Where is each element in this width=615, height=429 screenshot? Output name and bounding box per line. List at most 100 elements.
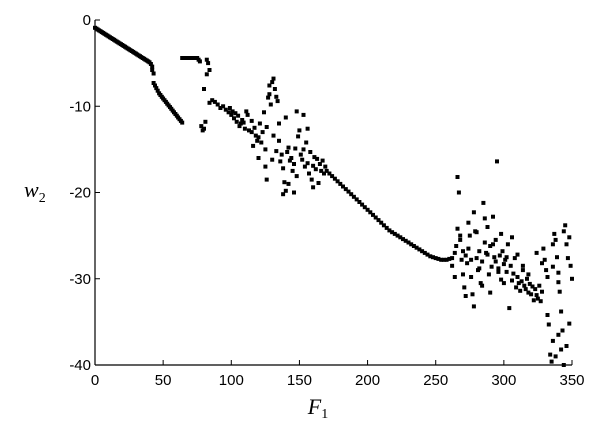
data-point [298,152,303,157]
data-point [260,130,265,135]
data-point [330,174,335,179]
data-point [493,259,498,264]
data-point [237,124,242,129]
data-point [197,59,202,64]
data-point [256,156,261,160]
data-point [286,145,291,150]
data-point [417,247,422,252]
data-point [516,281,521,286]
data-point [441,257,446,262]
data-point [271,133,276,138]
data-point [433,256,438,261]
x-axis-label-main: F [307,394,322,419]
data-point [270,80,275,85]
data-point [482,216,487,221]
data-point [281,166,286,171]
data-point [153,83,157,88]
data-point [311,163,316,168]
data-point [512,256,517,261]
data-point [188,56,193,60]
data-point [480,259,485,264]
data-point [204,72,209,77]
data-point [313,167,318,172]
data-point [454,244,459,248]
data-point [461,249,465,254]
x-tick-label: 250 [423,372,448,389]
data-point [282,180,287,185]
data-point [287,158,292,163]
data-point [270,157,275,162]
data-point [252,125,257,130]
data-point [488,290,493,295]
data-point [230,109,235,114]
data-point [491,214,495,219]
data-point [544,268,549,273]
data-point [212,99,217,104]
data-point [199,124,204,129]
data-point [308,150,313,154]
data-point [259,140,264,145]
data-point [150,64,155,69]
data-point [471,304,476,309]
data-point [529,292,534,297]
data-point [294,174,299,179]
data-point [338,181,343,186]
y-axis-label: w2 [24,177,46,206]
data-point [545,275,550,279]
data-point [286,181,291,186]
data-point [495,159,499,164]
data-point [520,268,525,273]
data-point [507,306,512,311]
data-point [257,121,262,126]
data-point [470,292,475,297]
data-point [384,225,389,230]
data-point [271,76,276,81]
data-point [501,281,506,286]
data-point [466,246,471,251]
data-point [534,293,539,298]
data-point [411,244,416,248]
data-point [523,287,528,292]
data-point [501,262,506,267]
x-tick-label: 350 [559,372,584,389]
data-point [403,238,408,243]
data-point [514,285,519,290]
data-point [503,257,508,262]
data-point [452,275,457,279]
data-point [444,257,449,262]
data-point [309,177,314,182]
data-point [467,233,472,238]
data-point [297,128,302,133]
data-point [500,249,505,254]
data-point [251,143,256,148]
data-point [461,272,465,277]
data-points [93,25,574,367]
data-point [496,269,501,274]
data-point [533,287,538,292]
data-point [485,252,490,257]
data-point [234,119,239,124]
data-point [354,197,359,202]
data-point [515,252,520,257]
data-point [203,119,208,124]
data-point [553,237,558,242]
data-point [414,245,419,250]
data-point [151,81,156,85]
data-point [505,242,510,247]
data-point [249,118,254,123]
data-point [376,218,381,223]
data-point [559,347,564,352]
x-tick-label: 200 [355,372,380,389]
data-point [277,121,281,126]
data-point [322,171,326,176]
data-point [488,244,493,248]
data-point [520,263,525,268]
data-point [549,359,554,364]
data-point [564,242,569,247]
data-point [357,200,362,204]
data-point [151,71,156,76]
x-axis-label-subscript: 1 [321,407,328,422]
data-point [241,120,246,125]
data-point [425,252,430,257]
data-point [274,94,279,99]
